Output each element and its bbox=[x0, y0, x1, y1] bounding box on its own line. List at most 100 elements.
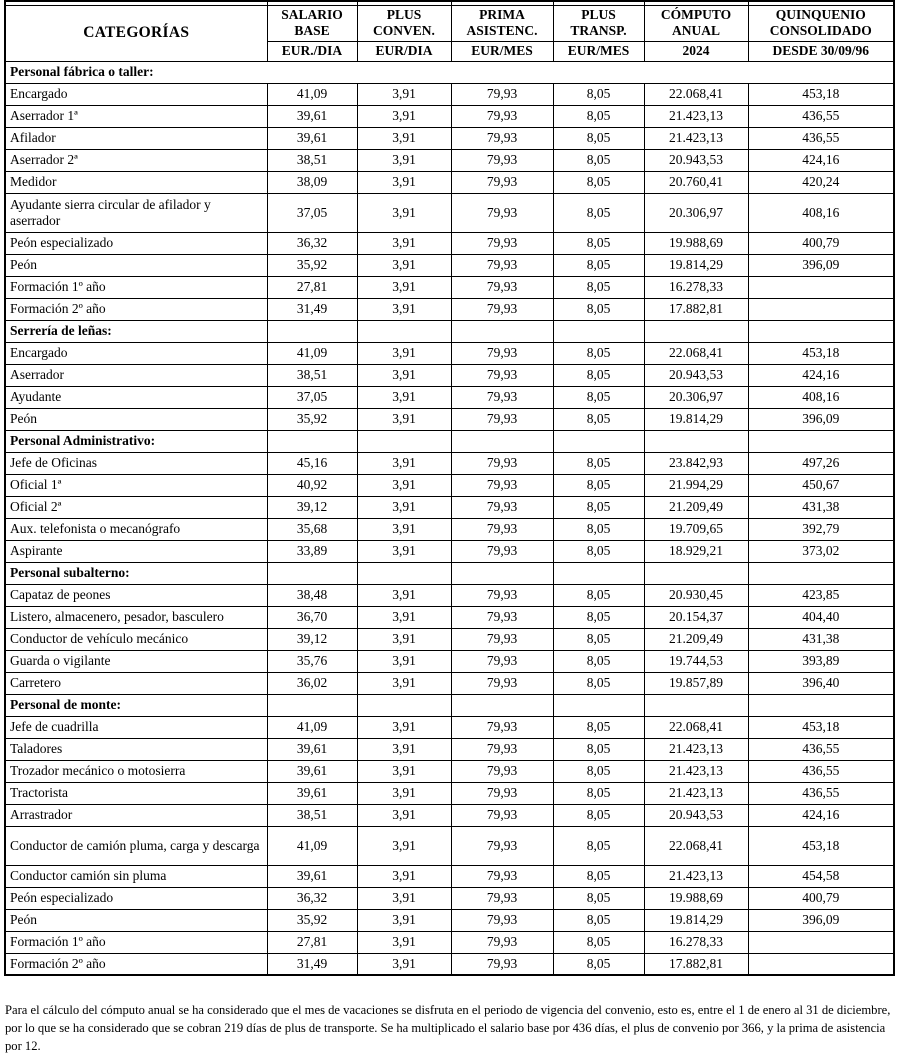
value-cell: 79,93 bbox=[450, 341, 554, 365]
table-row: Taladores 39,61 3,91 79,93 8,05 21.423,13 436,… bbox=[4, 737, 895, 761]
table-row: Peón 35,92 3,91 79,93 8,05 19.814,29 396,09 bbox=[4, 908, 895, 932]
category-cell: Peón bbox=[4, 908, 268, 932]
value-cell: 8,05 bbox=[552, 517, 645, 541]
value-cell: 8,05 bbox=[552, 126, 645, 150]
value-cell: 8,05 bbox=[552, 148, 645, 172]
empty-cell bbox=[356, 561, 452, 585]
value-cell: 79,93 bbox=[450, 473, 554, 497]
value-cell: 431,38 bbox=[747, 495, 895, 519]
value-cell: 79,93 bbox=[450, 671, 554, 695]
value-cell: 21.994,29 bbox=[643, 473, 749, 497]
category-cell: Aspirante bbox=[4, 539, 268, 563]
category-cell: Conductor camión sin pluma bbox=[4, 864, 268, 888]
unit-plus-transporte: EUR/MES bbox=[552, 40, 645, 62]
value-cell: 79,93 bbox=[450, 825, 554, 866]
value-cell: 39,12 bbox=[266, 495, 358, 519]
section-title: Personal Administrativo: bbox=[4, 429, 268, 453]
value-cell: 8,05 bbox=[552, 737, 645, 761]
value-cell: 38,09 bbox=[266, 170, 358, 194]
value-cell: 424,16 bbox=[747, 803, 895, 827]
value-cell: 79,93 bbox=[450, 649, 554, 673]
value-cell: 20.306,97 bbox=[643, 192, 749, 233]
value-cell: 38,51 bbox=[266, 803, 358, 827]
value-cell: 424,16 bbox=[747, 363, 895, 387]
value-cell: 3,91 bbox=[356, 275, 452, 299]
value-cell: 19.709,65 bbox=[643, 517, 749, 541]
value-cell: 8,05 bbox=[552, 930, 645, 954]
value-cell: 36,70 bbox=[266, 605, 358, 629]
value-cell: 3,91 bbox=[356, 908, 452, 932]
value-cell: 79,93 bbox=[450, 192, 554, 233]
value-cell: 396,09 bbox=[747, 253, 895, 277]
value-cell: 8,05 bbox=[552, 627, 645, 651]
table-row: Jefe de Oficinas 45,16 3,91 79,93 8,05 23.842… bbox=[4, 451, 895, 475]
value-cell: 20.306,97 bbox=[643, 385, 749, 409]
value-cell: 3,91 bbox=[356, 385, 452, 409]
table-row: Peón especializado 36,32 3,91 79,93 8,05 19.9… bbox=[4, 886, 895, 910]
column-header-plus-transporte: PLUS TRANSP. bbox=[552, 4, 645, 42]
value-cell: 79,93 bbox=[450, 385, 554, 409]
value-cell: 436,55 bbox=[747, 104, 895, 128]
value-cell: 454,58 bbox=[747, 864, 895, 888]
value-cell: 8,05 bbox=[552, 781, 645, 805]
column-header-prima-asistencia: PRIMA ASISTENC. bbox=[450, 4, 554, 42]
value-cell: 21.423,13 bbox=[643, 864, 749, 888]
value-cell: 41,09 bbox=[266, 341, 358, 365]
section-header-row: Personal fábrica o taller: bbox=[4, 60, 895, 84]
section-title: Personal fábrica o taller: bbox=[4, 60, 895, 84]
value-cell: 41,09 bbox=[266, 82, 358, 106]
value-cell: 21.423,13 bbox=[643, 781, 749, 805]
value-cell bbox=[747, 275, 895, 299]
value-cell: 8,05 bbox=[552, 473, 645, 497]
value-cell: 79,93 bbox=[450, 737, 554, 761]
table-row: Arrastrador 38,51 3,91 79,93 8,05 20.943,53 42… bbox=[4, 803, 895, 827]
value-cell: 79,93 bbox=[450, 231, 554, 255]
category-cell: Formación 2º año bbox=[4, 952, 268, 976]
empty-cell bbox=[747, 319, 895, 343]
value-cell: 35,92 bbox=[266, 407, 358, 431]
value-cell: 39,61 bbox=[266, 737, 358, 761]
value-cell: 23.842,93 bbox=[643, 451, 749, 475]
table-row: Peón 35,92 3,91 79,93 8,05 19.814,29 396,09 bbox=[4, 407, 895, 431]
value-cell: 436,55 bbox=[747, 781, 895, 805]
category-cell: Carretero bbox=[4, 671, 268, 695]
value-cell: 8,05 bbox=[552, 825, 645, 866]
column-header-salario-base: SALARIO BASE bbox=[266, 4, 358, 42]
value-cell: 3,91 bbox=[356, 781, 452, 805]
empty-cell bbox=[450, 693, 554, 717]
value-cell: 33,89 bbox=[266, 539, 358, 563]
value-cell: 8,05 bbox=[552, 803, 645, 827]
value-cell: 436,55 bbox=[747, 759, 895, 783]
value-cell: 36,32 bbox=[266, 231, 358, 255]
value-cell: 400,79 bbox=[747, 886, 895, 910]
value-cell: 3,91 bbox=[356, 930, 452, 954]
category-cell: Aserrador 1ª bbox=[4, 104, 268, 128]
value-cell: 3,91 bbox=[356, 715, 452, 739]
value-cell: 20.943,53 bbox=[643, 363, 749, 387]
value-cell: 38,48 bbox=[266, 583, 358, 607]
category-cell: Peón bbox=[4, 407, 268, 431]
value-cell: 8,05 bbox=[552, 407, 645, 431]
value-cell: 3,91 bbox=[356, 170, 452, 194]
value-cell: 3,91 bbox=[356, 253, 452, 277]
value-cell: 453,18 bbox=[747, 82, 895, 106]
column-header-plus-convenio: PLUS CONVEN. bbox=[356, 4, 452, 42]
empty-cell bbox=[747, 561, 895, 585]
value-cell: 19.857,89 bbox=[643, 671, 749, 695]
value-cell: 79,93 bbox=[450, 539, 554, 563]
section-header-row: Personal subalterno: bbox=[4, 561, 895, 585]
value-cell: 3,91 bbox=[356, 126, 452, 150]
value-cell: 21.209,49 bbox=[643, 495, 749, 519]
category-cell: Guarda o vigilante bbox=[4, 649, 268, 673]
table-row: Conductor de camión pluma, carga y desca… bbox=[4, 825, 895, 866]
value-cell: 424,16 bbox=[747, 148, 895, 172]
column-header-quinquenio: QUINQUENIO CONSOLIDADO bbox=[747, 4, 895, 42]
value-cell: 45,16 bbox=[266, 451, 358, 475]
value-cell: 453,18 bbox=[747, 715, 895, 739]
value-cell: 36,32 bbox=[266, 886, 358, 910]
value-cell: 22.068,41 bbox=[643, 341, 749, 365]
table-row: Oficial 1ª 40,92 3,91 79,93 8,05 21.994,29 450… bbox=[4, 473, 895, 497]
value-cell: 3,91 bbox=[356, 192, 452, 233]
category-cell: Capataz de peones bbox=[4, 583, 268, 607]
